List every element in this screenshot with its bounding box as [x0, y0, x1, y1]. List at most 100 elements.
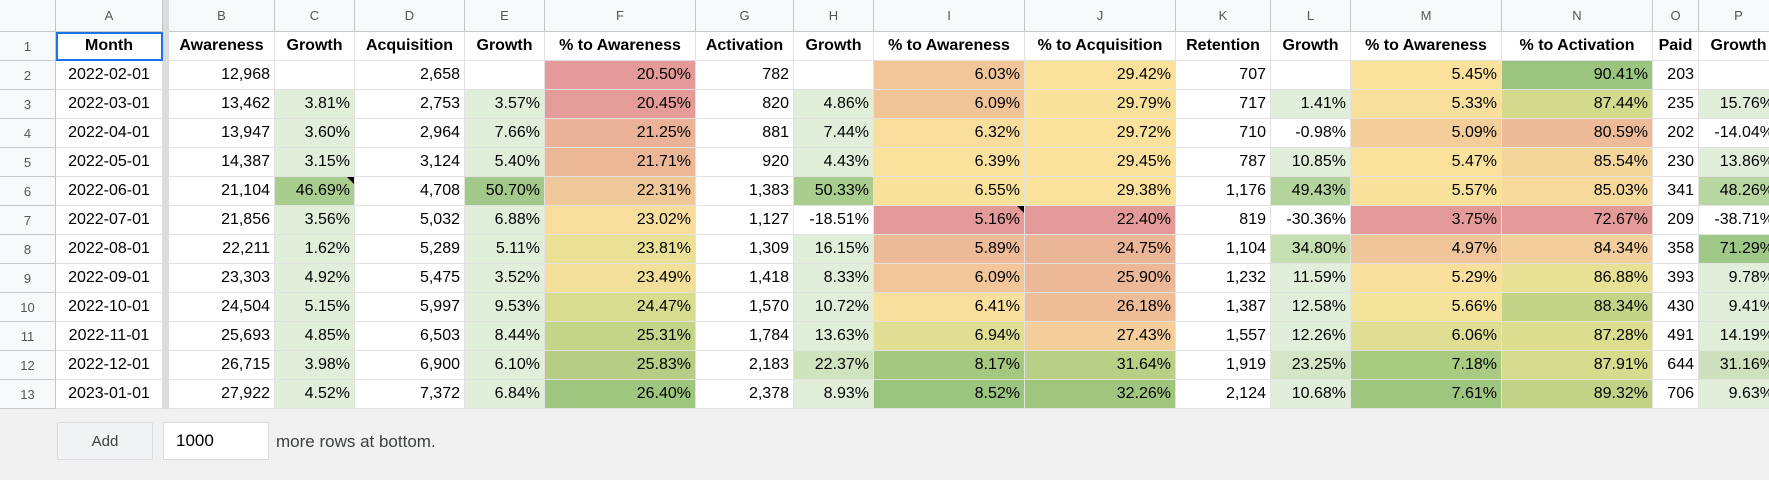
cell[interactable]: -14.04%	[1699, 119, 1769, 148]
row-header[interactable]: 9	[0, 264, 56, 293]
cell[interactable]: 22,211	[169, 235, 275, 264]
cell[interactable]: 782	[696, 61, 794, 90]
cell[interactable]: 2022-05-01	[56, 148, 163, 177]
cell[interactable]: 5.40%	[465, 148, 545, 177]
cell[interactable]: 5.47%	[1351, 148, 1502, 177]
header-cell[interactable]: % to Awareness	[545, 32, 696, 61]
cell[interactable]: 1.62%	[275, 235, 355, 264]
cell[interactable]: 13,947	[169, 119, 275, 148]
cell[interactable]: 87.44%	[1502, 90, 1653, 119]
cell[interactable]: 430	[1653, 293, 1699, 322]
cell[interactable]: 24.75%	[1025, 235, 1176, 264]
cell[interactable]: 8.93%	[794, 380, 874, 409]
cell[interactable]: 49.43%	[1271, 177, 1351, 206]
column-header[interactable]: A	[56, 0, 163, 32]
cell[interactable]: 23.02%	[545, 206, 696, 235]
cell[interactable]: 2022-08-01	[56, 235, 163, 264]
cell[interactable]: 2022-11-01	[56, 322, 163, 351]
cell[interactable]: 29.45%	[1025, 148, 1176, 177]
cell[interactable]: 3.52%	[465, 264, 545, 293]
cell[interactable]: 87.28%	[1502, 322, 1653, 351]
cell[interactable]	[275, 61, 355, 90]
cell[interactable]: 710	[1176, 119, 1271, 148]
cell[interactable]: 26,715	[169, 351, 275, 380]
cell[interactable]: 23,303	[169, 264, 275, 293]
header-cell[interactable]: Activation	[696, 32, 794, 61]
row-header[interactable]: 3	[0, 90, 56, 119]
cell[interactable]: 29.79%	[1025, 90, 1176, 119]
cell[interactable]: 2,378	[696, 380, 794, 409]
cell[interactable]: 1,127	[696, 206, 794, 235]
cell[interactable]: 6.03%	[874, 61, 1025, 90]
cell[interactable]: 5.16%	[874, 206, 1025, 235]
cell[interactable]: 46.69%	[275, 177, 355, 206]
cell[interactable]: 10.68%	[1271, 380, 1351, 409]
cell[interactable]: 2022-10-01	[56, 293, 163, 322]
column-header[interactable]: D	[355, 0, 465, 32]
cell[interactable]	[1271, 61, 1351, 90]
cell[interactable]: 84.34%	[1502, 235, 1653, 264]
cell[interactable]	[794, 61, 874, 90]
cell[interactable]: -30.36%	[1271, 206, 1351, 235]
cell[interactable]: 920	[696, 148, 794, 177]
cell[interactable]: 6.32%	[874, 119, 1025, 148]
cell[interactable]: 26.18%	[1025, 293, 1176, 322]
cell[interactable]: 6.39%	[874, 148, 1025, 177]
row-header[interactable]: 2	[0, 61, 56, 90]
cell[interactable]: 22.37%	[794, 351, 874, 380]
cell[interactable]: 2022-02-01	[56, 61, 163, 90]
cell[interactable]: 4.85%	[275, 322, 355, 351]
cell[interactable]: 21.71%	[545, 148, 696, 177]
cell[interactable]: 819	[1176, 206, 1271, 235]
cell[interactable]: 7.44%	[794, 119, 874, 148]
cell[interactable]: 8.52%	[874, 380, 1025, 409]
cell[interactable]: 13,462	[169, 90, 275, 119]
cell[interactable]: 4.43%	[794, 148, 874, 177]
cell[interactable]: 706	[1653, 380, 1699, 409]
cell[interactable]: 20.45%	[545, 90, 696, 119]
row-header[interactable]: 13	[0, 380, 56, 409]
cell[interactable]	[1699, 61, 1769, 90]
cell[interactable]: 32.26%	[1025, 380, 1176, 409]
cell[interactable]: 717	[1176, 90, 1271, 119]
cell[interactable]: 4.92%	[275, 264, 355, 293]
cell[interactable]: 72.67%	[1502, 206, 1653, 235]
cell[interactable]: 7.61%	[1351, 380, 1502, 409]
cell[interactable]	[465, 61, 545, 90]
cell[interactable]: 230	[1653, 148, 1699, 177]
cell[interactable]: 5,289	[355, 235, 465, 264]
cell[interactable]: 25.31%	[545, 322, 696, 351]
cell[interactable]: 7.66%	[465, 119, 545, 148]
cell[interactable]: 8.44%	[465, 322, 545, 351]
cell[interactable]: 25.90%	[1025, 264, 1176, 293]
cell[interactable]: 21.25%	[545, 119, 696, 148]
cell[interactable]: -0.98%	[1271, 119, 1351, 148]
cell[interactable]: 29.38%	[1025, 177, 1176, 206]
row-header[interactable]: 7	[0, 206, 56, 235]
cell[interactable]: 9.53%	[465, 293, 545, 322]
cell[interactable]: 491	[1653, 322, 1699, 351]
cell[interactable]: 22.40%	[1025, 206, 1176, 235]
cell[interactable]: 2022-12-01	[56, 351, 163, 380]
cell[interactable]: 29.42%	[1025, 61, 1176, 90]
cell[interactable]: 29.72%	[1025, 119, 1176, 148]
cell[interactable]: 3.98%	[275, 351, 355, 380]
cell[interactable]: 5.11%	[465, 235, 545, 264]
cell[interactable]: 89.32%	[1502, 380, 1653, 409]
cell[interactable]: 1,557	[1176, 322, 1271, 351]
cell[interactable]: 12.58%	[1271, 293, 1351, 322]
cell[interactable]: 3.81%	[275, 90, 355, 119]
cell[interactable]: 6.84%	[465, 380, 545, 409]
cell[interactable]: 16.15%	[794, 235, 874, 264]
cell[interactable]: 3.56%	[275, 206, 355, 235]
cell[interactable]: 1,104	[1176, 235, 1271, 264]
cell[interactable]: 12,968	[169, 61, 275, 90]
cell[interactable]: 5.15%	[275, 293, 355, 322]
cell[interactable]: 10.72%	[794, 293, 874, 322]
cell[interactable]: 5.09%	[1351, 119, 1502, 148]
cell[interactable]: 4.52%	[275, 380, 355, 409]
cell[interactable]: 23.49%	[545, 264, 696, 293]
cell[interactable]: 1,383	[696, 177, 794, 206]
cell[interactable]: 90.41%	[1502, 61, 1653, 90]
column-header[interactable]: J	[1025, 0, 1176, 32]
